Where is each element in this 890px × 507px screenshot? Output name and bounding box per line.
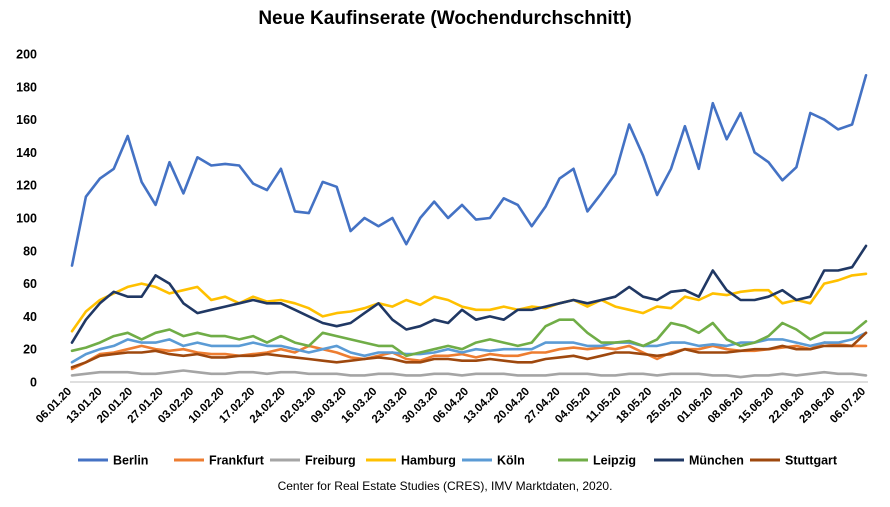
legend-label-m-nchen: München <box>689 454 744 468</box>
legend-label-leipzig: Leipzig <box>593 454 636 468</box>
y-tick-label: 200 <box>16 48 37 62</box>
x-axis-ticks: 06.01.2013.01.2020.01.2027.01.2003.02.20… <box>34 386 868 426</box>
y-axis-ticks: 0 20 40 60 80 100 120 140 160 180 200 <box>16 48 37 390</box>
y-tick-label: 20 <box>23 343 37 357</box>
y-tick-label: 40 <box>23 310 37 324</box>
y-tick-label: 100 <box>16 212 37 226</box>
y-tick-label: 0 <box>30 376 37 390</box>
series-line-frankfurt <box>70 341 868 371</box>
series-line-leipzig <box>70 318 868 358</box>
series-line-freiburg <box>70 369 868 379</box>
y-tick-label: 140 <box>16 146 37 160</box>
legend-label-k-ln: Köln <box>497 454 525 468</box>
y-tick-label: 180 <box>16 80 37 94</box>
legend-label-stuttgart: Stuttgart <box>785 454 838 468</box>
series-line-m-nchen <box>70 244 868 344</box>
legend-label-berlin: Berlin <box>113 454 148 468</box>
chart-title: Neue Kaufinserate (Wochendurchschnitt) <box>258 8 632 29</box>
source-note: Center for Real Estate Studies (CRES), I… <box>277 479 613 493</box>
legend: Berlin Frankfurt Freiburg Hamburg Köln Leipzi… <box>78 454 838 468</box>
series-line-stuttgart <box>70 331 868 369</box>
series-line-k-ln <box>70 331 868 364</box>
y-tick-label: 120 <box>16 179 37 193</box>
y-tick-label: 80 <box>23 244 37 258</box>
series-lines <box>70 74 868 379</box>
y-tick-label: 160 <box>16 113 37 127</box>
series-line-berlin <box>70 74 868 267</box>
y-tick-label: 60 <box>23 277 37 291</box>
legend-label-hamburg: Hamburg <box>401 454 456 468</box>
legend-label-frankfurt: Frankfurt <box>209 454 265 468</box>
series-line-hamburg <box>70 272 868 333</box>
legend-label-freiburg: Freiburg <box>305 454 356 468</box>
